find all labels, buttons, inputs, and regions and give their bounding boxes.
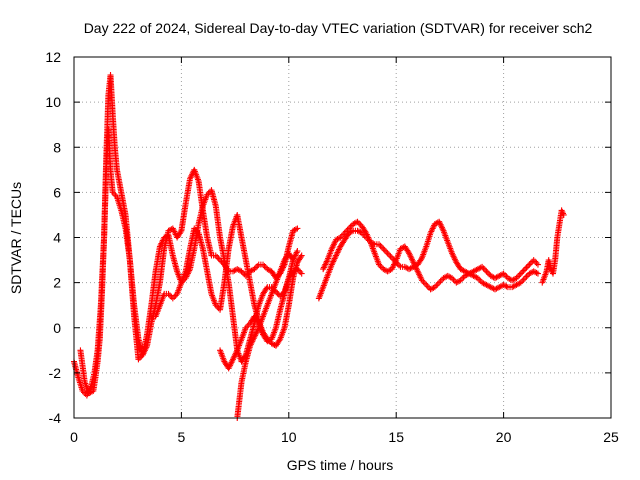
axis-ticks xyxy=(73,56,612,419)
data-point xyxy=(378,244,385,251)
data-point xyxy=(235,266,242,273)
data-point xyxy=(177,229,184,236)
data-point xyxy=(384,250,391,257)
x-tick-label: 20 xyxy=(496,429,512,445)
data-point xyxy=(503,283,510,290)
y-tick-label: 4 xyxy=(53,230,61,246)
tick-labels: 0 5 10 15 20 25 -4 -2 0 2 4 6 8 10 12 xyxy=(45,49,619,445)
data-point xyxy=(298,270,305,277)
data-point xyxy=(560,211,567,218)
data-point xyxy=(403,264,410,271)
data-point xyxy=(423,281,430,288)
data-point xyxy=(434,281,441,288)
y-tick-label: 2 xyxy=(53,275,61,291)
data-point xyxy=(387,253,394,260)
data-point xyxy=(353,219,360,226)
data-point xyxy=(484,269,491,276)
data-point xyxy=(520,267,527,274)
data-point xyxy=(483,268,490,275)
data-point xyxy=(386,251,393,258)
data-points xyxy=(71,72,567,421)
data-point xyxy=(532,269,539,276)
data-point xyxy=(522,266,529,273)
x-tick-label: 0 xyxy=(70,429,78,445)
data-point xyxy=(534,270,541,277)
data-point xyxy=(480,265,487,272)
data-point xyxy=(519,269,526,276)
data-point xyxy=(381,247,388,254)
y-tick-label: -4 xyxy=(49,410,62,426)
data-point xyxy=(523,273,530,280)
y-axis-label: SDTVAR / TECUs xyxy=(8,182,24,294)
data-point xyxy=(261,263,268,270)
data-point xyxy=(386,267,393,274)
data-point xyxy=(231,267,238,274)
data-point xyxy=(263,285,270,292)
y-tick-label: 12 xyxy=(45,49,61,65)
data-point xyxy=(215,255,222,262)
data-point xyxy=(532,258,539,265)
data-point xyxy=(522,275,529,282)
data-point xyxy=(294,225,301,232)
data-point xyxy=(290,257,297,264)
data-point xyxy=(516,272,523,279)
y-tick-label: -2 xyxy=(49,365,62,381)
data-point xyxy=(533,260,540,267)
data-point xyxy=(348,228,355,235)
data-point xyxy=(502,282,509,289)
data-point xyxy=(446,273,453,280)
data-point xyxy=(421,280,428,287)
data-point xyxy=(502,272,509,279)
y-tick-label: 6 xyxy=(53,184,61,200)
data-point xyxy=(298,252,305,259)
x-axis-label: GPS time / hours xyxy=(287,457,394,473)
data-point xyxy=(477,264,484,271)
data-point xyxy=(436,279,443,286)
data-point xyxy=(380,245,387,252)
data-point xyxy=(520,276,527,283)
chart-title: Day 222 of 2024, Sidereal Day-to-day VTE… xyxy=(84,20,593,36)
y-tick-label: 10 xyxy=(45,94,61,110)
x-tick-label: 25 xyxy=(603,429,619,445)
data-point xyxy=(510,276,517,283)
data-point xyxy=(214,254,221,261)
data-point xyxy=(254,263,261,270)
data-point xyxy=(499,271,506,278)
data-point xyxy=(347,223,354,230)
data-point xyxy=(533,269,540,276)
x-tick-label: 15 xyxy=(388,429,404,445)
data-point xyxy=(294,248,301,255)
data-point xyxy=(437,278,444,285)
data-point xyxy=(355,220,362,227)
data-point xyxy=(517,270,524,277)
x-tick-label: 10 xyxy=(281,429,297,445)
data-point xyxy=(534,261,541,268)
data-point xyxy=(530,257,537,264)
data-point xyxy=(292,226,299,233)
data-point xyxy=(171,293,178,300)
data-point xyxy=(526,261,533,268)
data-point xyxy=(523,264,530,271)
x-tick-label: 5 xyxy=(178,429,186,445)
data-point xyxy=(169,295,176,302)
data-point xyxy=(166,292,173,299)
y-tick-label: 8 xyxy=(53,139,61,155)
data-point xyxy=(297,253,304,260)
data-point xyxy=(289,255,296,262)
data-point xyxy=(524,263,531,270)
data-point xyxy=(383,248,390,255)
data-point xyxy=(527,260,534,267)
data-point xyxy=(292,266,299,273)
y-tick-label: 0 xyxy=(53,320,61,336)
data-point xyxy=(377,242,384,249)
